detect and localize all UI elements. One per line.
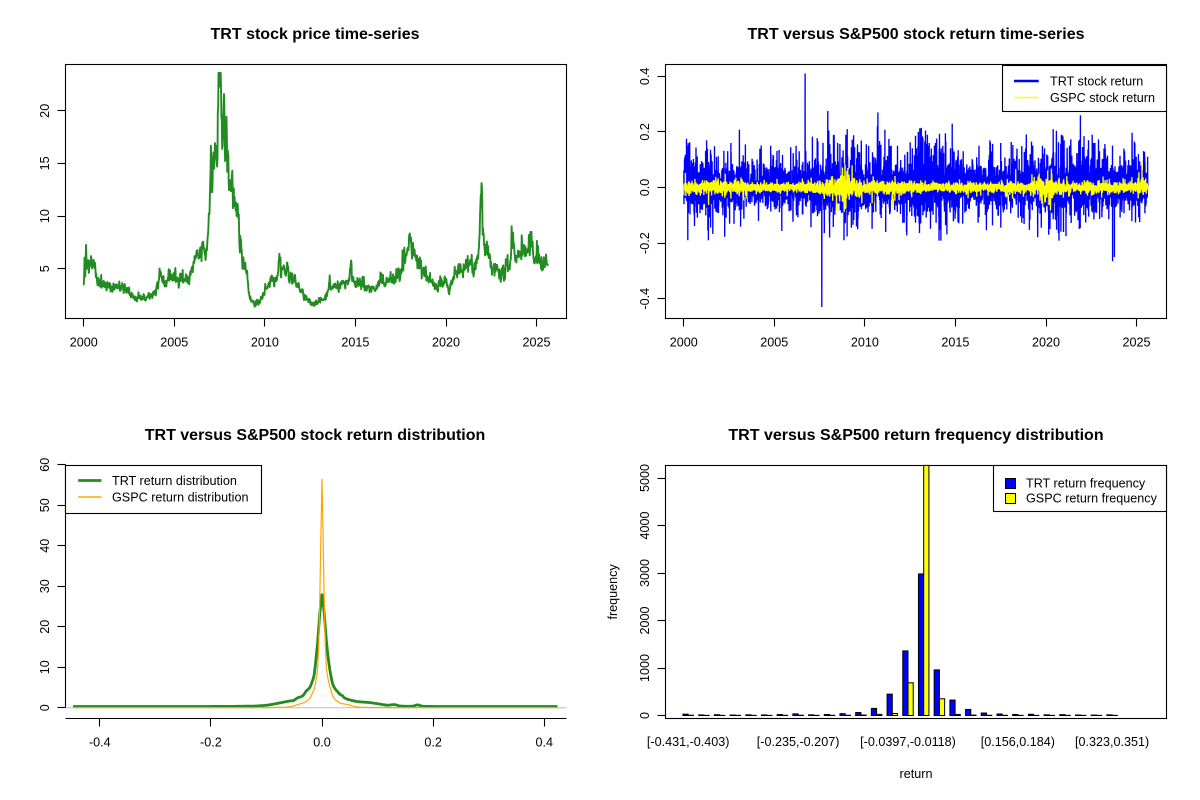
- svg-text:TRT return distribution: TRT return distribution: [112, 474, 237, 488]
- svg-text:5: 5: [38, 265, 52, 272]
- svg-text:2000: 2000: [670, 336, 698, 350]
- svg-text:60: 60: [38, 458, 52, 472]
- svg-text:2010: 2010: [251, 336, 279, 350]
- svg-text:0.0: 0.0: [638, 179, 652, 197]
- svg-text:frequency: frequency: [606, 564, 620, 620]
- svg-text:2020: 2020: [432, 336, 460, 350]
- svg-text:0.2: 0.2: [638, 123, 652, 141]
- svg-text:40: 40: [38, 539, 52, 553]
- svg-text:GSPC return distribution: GSPC return distribution: [112, 490, 249, 504]
- svg-text:15: 15: [38, 156, 52, 170]
- svg-text:TRT versus S&P500 stock return: TRT versus S&P500 stock return distribut…: [145, 427, 486, 444]
- svg-text:-0.4: -0.4: [89, 736, 111, 750]
- svg-text:2000: 2000: [638, 606, 652, 634]
- svg-text:30: 30: [38, 579, 52, 593]
- svg-text:2020: 2020: [1032, 336, 1060, 350]
- svg-text:2025: 2025: [522, 336, 550, 350]
- svg-text:2005: 2005: [760, 336, 788, 350]
- svg-text:[-0.235,-0.207): [-0.235,-0.207): [757, 735, 840, 749]
- svg-text:TRT stock price time-series: TRT stock price time-series: [211, 26, 420, 43]
- svg-text:0.0: 0.0: [313, 736, 331, 750]
- svg-text:10: 10: [38, 209, 52, 223]
- svg-text:GSPC stock return: GSPC stock return: [1050, 91, 1155, 105]
- svg-text:0: 0: [38, 704, 52, 711]
- svg-text:4000: 4000: [638, 511, 652, 539]
- svg-text:TRT versus S&P500 stock return: TRT versus S&P500 stock return time-seri…: [747, 26, 1084, 43]
- svg-text:[0.323,0.351): [0.323,0.351): [1075, 735, 1149, 749]
- svg-text:10: 10: [38, 660, 52, 674]
- svg-text:5000: 5000: [638, 464, 652, 492]
- svg-text:0.2: 0.2: [424, 736, 442, 750]
- svg-text:TRT stock return: TRT stock return: [1050, 74, 1143, 88]
- svg-text:-0.2: -0.2: [638, 232, 652, 254]
- svg-text:2010: 2010: [851, 336, 879, 350]
- svg-text:1000: 1000: [638, 654, 652, 682]
- svg-text:0.4: 0.4: [535, 736, 553, 750]
- svg-text:2025: 2025: [1122, 336, 1150, 350]
- svg-text:GSPC return frequency: GSPC return frequency: [1026, 492, 1158, 506]
- svg-text:2015: 2015: [341, 336, 369, 350]
- svg-text:[-0.0397,-0.0118): [-0.0397,-0.0118): [860, 735, 956, 749]
- svg-text:0: 0: [638, 712, 652, 719]
- svg-text:0.4: 0.4: [638, 68, 652, 86]
- svg-text:2000: 2000: [70, 336, 98, 350]
- svg-text:TRT versus S&P500 return frequ: TRT versus S&P500 return frequency distr…: [728, 427, 1103, 444]
- svg-text:50: 50: [38, 498, 52, 512]
- svg-text:20: 20: [38, 104, 52, 118]
- svg-text:2005: 2005: [160, 336, 188, 350]
- svg-text:[-0.431,-0.403): [-0.431,-0.403): [647, 735, 730, 749]
- svg-text:return: return: [900, 767, 933, 781]
- svg-text:TRT return frequency: TRT return frequency: [1026, 477, 1146, 491]
- svg-text:20: 20: [38, 620, 52, 634]
- svg-text:3000: 3000: [638, 559, 652, 587]
- svg-text:2015: 2015: [941, 336, 969, 350]
- svg-text:-0.2: -0.2: [200, 736, 222, 750]
- svg-text:-0.4: -0.4: [638, 288, 652, 310]
- svg-text:[0.156,0.184): [0.156,0.184): [981, 735, 1055, 749]
